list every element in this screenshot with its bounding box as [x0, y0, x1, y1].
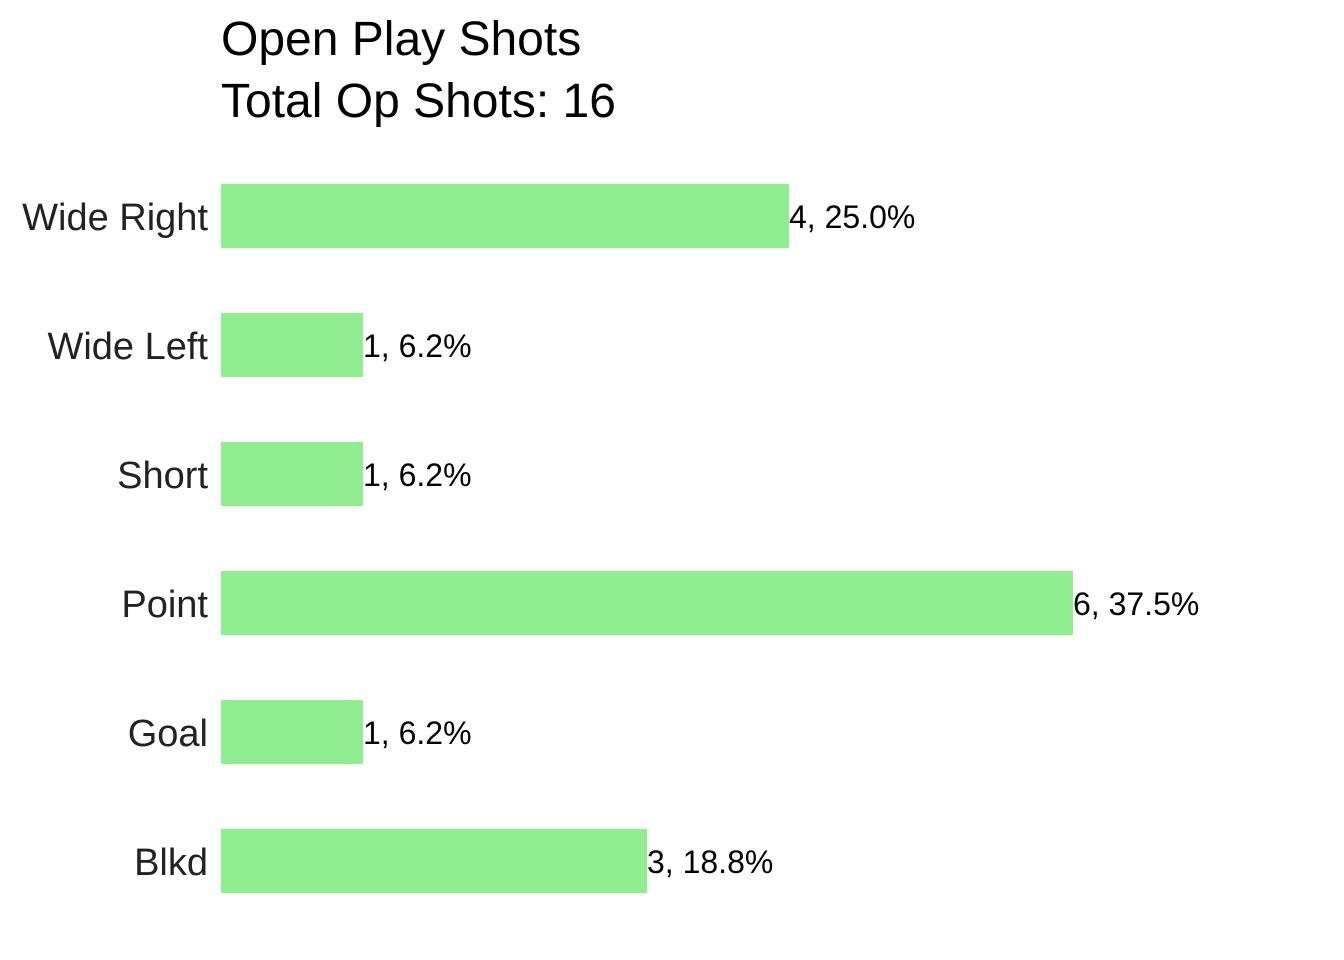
data-label-wide-left: 1, 6.2% [363, 328, 472, 364]
category-label-wide-left: Wide Left [47, 326, 208, 368]
bar-point [221, 571, 1073, 635]
bars-layer: Wide Right 4, 25.0% Wide Left 1, 6.2% Short 1… [22, 184, 1199, 893]
category-label-goal: Goal [128, 713, 208, 755]
bar-goal [221, 700, 363, 764]
bar-short [221, 442, 363, 506]
data-label-goal: 1, 6.2% [363, 715, 472, 751]
chart-title: Open Play Shots [221, 13, 581, 66]
category-label-short: Short [117, 455, 208, 497]
category-label-blkd: Blkd [134, 842, 208, 884]
data-label-wide-right: 4, 25.0% [789, 199, 915, 235]
data-label-point: 6, 37.5% [1073, 586, 1199, 622]
bar-wide-right [221, 184, 789, 248]
category-label-wide-right: Wide Right [22, 197, 208, 239]
bar-wide-left [221, 313, 363, 377]
data-label-blkd: 3, 18.8% [647, 844, 773, 880]
data-label-short: 1, 6.2% [363, 457, 472, 493]
chart-subtitle: Total Op Shots: 16 [221, 75, 616, 128]
category-label-point: Point [121, 584, 208, 626]
bar-blkd [221, 829, 647, 893]
